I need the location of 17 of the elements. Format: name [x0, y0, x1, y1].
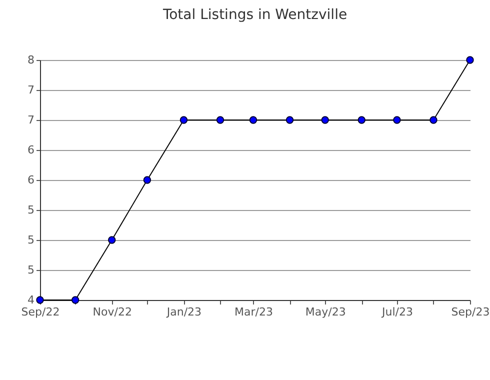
y-tick-label: 8 [28, 54, 34, 66]
y-tick-label: 6 [28, 144, 34, 156]
x-tick-label: Jul/23 [380, 306, 413, 318]
x-tick-label: Mar/23 [234, 306, 273, 318]
x-tick-label: Jan/23 [166, 306, 202, 318]
y-tick-label: 7 [28, 114, 34, 126]
x-tick-label: Sep/23 [451, 306, 490, 318]
y-tick-label: 5 [28, 234, 34, 246]
y-tick-label: 7 [28, 84, 34, 96]
y-tick-label: 4 [28, 294, 34, 306]
x-tick-label: Nov/22 [92, 306, 132, 318]
x-tick-label: Sep/22 [21, 306, 60, 318]
chart-title: Total Listings in Wentzville [162, 7, 348, 23]
y-tick-label: 5 [28, 204, 34, 216]
y-tick-label: 6 [28, 174, 34, 186]
x-tick-label: May/23 [305, 306, 346, 318]
y-tick-label: 5 [28, 264, 34, 276]
